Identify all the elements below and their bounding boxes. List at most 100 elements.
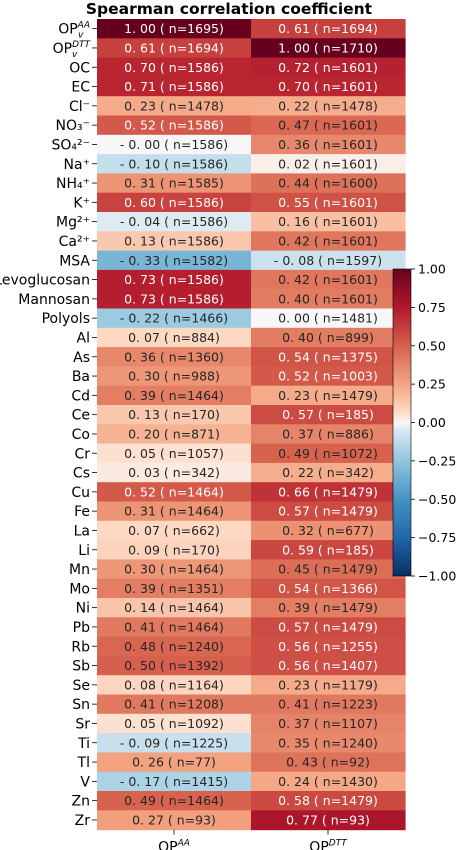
- cell-label: 0. 39 ( n=1464): [124, 388, 224, 403]
- row-label-zn-40: Zn: [72, 794, 90, 810]
- cell-label: 0. 05 ( n=1057): [124, 446, 224, 461]
- cell-as-17-0: [97, 347, 252, 367]
- cell-label: 0. 09 ( n=170): [128, 542, 220, 557]
- cell-oc-2-1: [251, 57, 406, 78]
- row-label-polyols-15: Polyols: [42, 311, 90, 327]
- cell-label: 0. 66 ( n=1479): [278, 484, 378, 499]
- cell-label: - 0. 17 ( n=1415): [120, 774, 228, 789]
- cell-label: 0. 36 ( n=1360): [124, 349, 224, 364]
- cell-label: 0. 07 ( n=884): [128, 330, 220, 345]
- cell-label: 0. 40 ( n=1601): [278, 291, 378, 306]
- cell-label: - 0. 00 ( n=1586): [120, 137, 228, 152]
- cell-label: 1. 00 ( n=1710): [278, 40, 378, 55]
- colorbar-tick-label: 0.00: [418, 415, 446, 430]
- cell-label: 0. 23 ( n=1478): [124, 98, 224, 113]
- cell-label: 0. 56 ( n=1407): [278, 658, 378, 673]
- cell-ca-11-1: [251, 231, 406, 252]
- cell-mo-29-0: [97, 578, 252, 599]
- cell-label: 1. 00 ( n=1695): [124, 21, 224, 36]
- cell-label: 0. 52 ( n=1464): [124, 484, 224, 499]
- cell-mn-28-1: [251, 559, 406, 580]
- cell-label: 0. 72 ( n=1601): [278, 60, 378, 75]
- cell-ce-20-0: [97, 405, 252, 425]
- cell-no-5-1: [251, 115, 406, 136]
- cell-label: 0. 58 ( n=1479): [278, 793, 378, 808]
- row-label-na-7: Na⁺: [64, 157, 90, 173]
- cell-op-v-dtt-1-0: [97, 38, 252, 59]
- cell-label: 0. 54 ( n=1366): [278, 581, 378, 596]
- row-label-msa-12: MSA: [59, 253, 90, 269]
- row-label-oc-2: OC: [69, 60, 90, 76]
- cell-label: 0. 55 ( n=1601): [278, 195, 378, 210]
- cell-label: 0. 37 ( n=886): [282, 426, 374, 441]
- cell-cs-23-1: [251, 462, 406, 483]
- cell-sn-35-1: [251, 694, 406, 715]
- cell-label: 0. 31 ( n=1585): [124, 176, 224, 191]
- cell-label: 0. 52 ( n=1003): [278, 369, 378, 384]
- cell-la-26-1: [251, 520, 406, 541]
- cell-label: 0. 47 ( n=1601): [278, 118, 378, 133]
- cell-cd-19-1: [251, 385, 406, 406]
- cell-so-6-1: [251, 134, 406, 155]
- row-label-cu-24: Cu: [71, 485, 90, 501]
- cell-fe-25-1: [251, 501, 406, 522]
- cell-label: 0. 03 ( n=342): [128, 465, 220, 480]
- cell-label: - 0. 04 ( n=1586): [120, 214, 228, 229]
- cell-tl-38-1: [251, 752, 406, 773]
- cell-label: 0. 26 ( n=77): [132, 755, 216, 770]
- cell-label: 0. 41 ( n=1464): [124, 619, 224, 634]
- cell-label: 0. 41 ( n=1208): [124, 697, 224, 712]
- cell-ba-18-0: [97, 366, 252, 387]
- cell-label: - 0. 10 ( n=1586): [120, 156, 228, 171]
- cell-label: 0. 31 ( n=1464): [124, 504, 224, 519]
- cell-label: 0. 50 ( n=1392): [124, 658, 224, 673]
- cell-label: 0. 57 ( n=1479): [278, 504, 378, 519]
- cell-label: 0. 30 ( n=988): [128, 369, 220, 384]
- cell-label: 0. 70 ( n=1601): [278, 79, 378, 94]
- cell-label: 0. 71 ( n=1586): [124, 79, 224, 94]
- cell-mg-10-0: [97, 212, 252, 232]
- row-label-la-26: La: [74, 523, 90, 539]
- cell-label: 0. 13 ( n=170): [128, 407, 220, 422]
- cell-label: 0. 54 ( n=1375): [278, 349, 378, 364]
- row-label-op-v-aa-0: OPAA v: [58, 21, 90, 41]
- cell-label: 0. 32 ( n=677): [282, 523, 374, 538]
- cell-fe-25-0: [97, 501, 252, 522]
- cell-nh-8-0: [97, 173, 252, 194]
- cell-label: 0. 61 ( n=1694): [278, 21, 378, 36]
- cell-al-16-1: [251, 327, 406, 348]
- colorbar-tick-label: 0.75: [418, 300, 446, 315]
- row-label-mn-28: Mn: [69, 562, 90, 578]
- cell-ti-37-0: [97, 733, 252, 753]
- cell-label: - 0. 08 ( n=1597): [274, 253, 382, 268]
- cell-se-34-0: [97, 675, 252, 696]
- cell-label: 0. 73 ( n=1586): [124, 291, 224, 306]
- cell-label: 0. 73 ( n=1586): [124, 272, 224, 287]
- row-label-cr-22: Cr: [74, 446, 90, 462]
- colorbar-tick-label: 1.00: [418, 262, 446, 277]
- cell-label: 0. 57 ( n=185): [282, 407, 374, 422]
- row-label-rb-32: Rb: [71, 639, 90, 655]
- cell-label: 0. 20 ( n=871): [128, 426, 220, 441]
- row-label-mg-10: Mg²⁺: [56, 215, 90, 231]
- cell-cr-22-1: [251, 443, 406, 464]
- cell-la-26-0: [97, 520, 252, 541]
- cell-cr-22-0: [97, 443, 252, 464]
- row-label-co-21: Co: [72, 427, 90, 443]
- row-label-ba-18: Ba: [72, 369, 90, 385]
- cell-msa-12-1: [251, 250, 406, 271]
- row-label-ca-11: Ca²⁺: [59, 234, 90, 250]
- cell-k-9-1: [251, 192, 406, 213]
- cell-label: 0. 39 ( n=1351): [124, 581, 224, 596]
- cell-al-16-0: [97, 327, 252, 348]
- cell-mo-29-1: [251, 578, 406, 599]
- cell-label: 0. 23 ( n=1179): [278, 677, 378, 692]
- cell-li-27-1: [251, 540, 406, 560]
- row-label-cd-19: Cd: [71, 388, 90, 404]
- cell-label: 0. 48 ( n=1240): [124, 639, 224, 654]
- colorbar-tick-label: −0.50: [418, 492, 456, 507]
